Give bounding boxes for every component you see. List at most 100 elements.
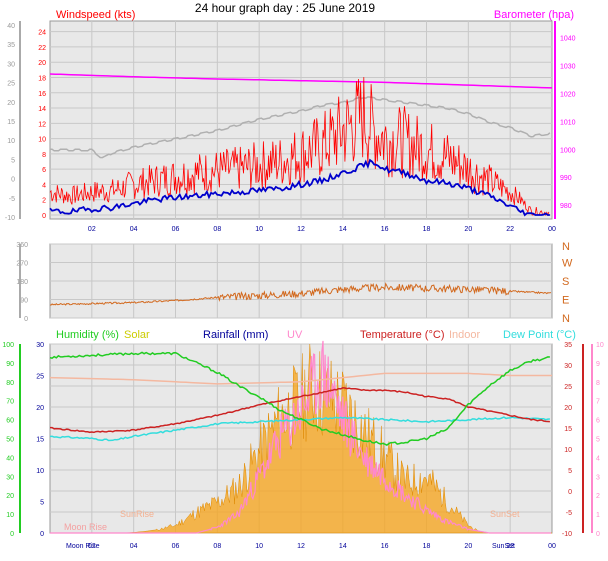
wind-x-tick: 20	[464, 226, 472, 233]
wind-direction-line	[49, 282, 552, 306]
direction-tick: 180	[16, 279, 28, 286]
humidity-tick: 90	[6, 361, 14, 368]
average-wind-line	[49, 158, 550, 217]
wind-tick-inner: 2	[42, 198, 46, 205]
wind-tick-outer: 5	[11, 157, 15, 164]
wind-x-tick: 04	[130, 226, 138, 233]
rain-tick: 15	[36, 437, 44, 444]
wind-tick-inner: 14	[38, 106, 46, 113]
temp-x-tick: 08	[213, 543, 221, 550]
barometer-line	[49, 73, 553, 89]
humidity-tick: 10	[6, 512, 14, 519]
wind-tick-outer: 15	[7, 119, 15, 126]
baro-tick: 990	[560, 175, 572, 182]
legend-label: Solar	[124, 329, 150, 341]
temp-x-tick: 14	[339, 543, 347, 550]
rain-tick: 5	[40, 500, 44, 507]
uv-tick: 3	[596, 474, 600, 481]
temp-x-tick: 18	[423, 543, 431, 550]
humidity-line	[49, 351, 550, 446]
uv-tick: 7	[596, 399, 600, 406]
temp-x-tick: 10	[255, 543, 263, 550]
temp-tick: 5	[568, 468, 572, 475]
rain-tick: 0	[40, 531, 44, 538]
temp-tick: 0	[568, 489, 572, 496]
compass-label: N	[562, 241, 570, 253]
uv-tick: 4	[596, 455, 600, 462]
pressure-gray-line	[50, 96, 551, 159]
temp-tick: -10	[562, 531, 572, 538]
temp-x-tick: 22	[506, 543, 514, 550]
temp-tick: 30	[564, 363, 572, 370]
sun-moon-label: SunSet	[490, 509, 520, 519]
wind-x-tick: 00	[548, 226, 556, 233]
legend-label: Rainfall (mm)	[203, 329, 268, 341]
uv-tick: 0	[596, 531, 600, 538]
rain-tick: 25	[36, 374, 44, 381]
wind-tick-inner: 4	[42, 182, 46, 189]
wind-x-tick: 22	[506, 226, 514, 233]
wind-x-tick: 10	[255, 226, 263, 233]
uv-tick: 9	[596, 361, 600, 368]
humidity-tick: 40	[6, 455, 14, 462]
wind-x-tick: 12	[297, 226, 305, 233]
humidity-tick: 60	[6, 418, 14, 425]
wind-tick-outer: 25	[7, 81, 15, 88]
compass-label: S	[562, 276, 569, 288]
baro-tick: 1030	[560, 64, 576, 71]
page-title: 24 hour graph day : 25 June 2019	[195, 1, 375, 15]
wind-tick-inner: 16	[38, 91, 46, 98]
wind-x-tick: 06	[172, 226, 180, 233]
uv-line	[50, 340, 551, 534]
temp-x-tick: 00	[548, 543, 556, 550]
uv-tick: 1	[596, 512, 600, 519]
wind-tick-inner: 22	[38, 45, 46, 52]
rain-tick: 20	[36, 405, 44, 412]
wind-x-tick: 02	[88, 226, 96, 233]
wind-tick-outer: -5	[9, 196, 15, 203]
wind-tick-outer: 0	[11, 177, 15, 184]
rain-tick: 10	[36, 468, 44, 475]
uv-tick: 5	[596, 437, 600, 444]
wind-tick-outer: 30	[7, 61, 15, 68]
direction-tick: 0	[24, 316, 28, 323]
baro-tick: 1010	[560, 119, 576, 126]
wind-tick-outer: 35	[7, 42, 15, 49]
direction-tick: 360	[16, 242, 28, 249]
baro-tick: 1020	[560, 92, 576, 99]
wind-tick-inner: 10	[38, 137, 46, 144]
compass-label: N	[562, 313, 570, 325]
uv-tick: 8	[596, 380, 600, 387]
temp-x-tick: 12	[297, 543, 305, 550]
humidity-tick: 50	[6, 437, 14, 444]
wind-tick-inner: 20	[38, 60, 46, 67]
sunset-x-label: SunSet	[492, 543, 515, 550]
wind-tick-inner: 6	[42, 167, 46, 174]
temp-tick: 25	[564, 384, 572, 391]
wind-tick-outer: -10	[5, 215, 15, 222]
windspeed-line	[49, 77, 550, 217]
legend-label: Temperature (°C)	[360, 329, 444, 341]
wind-tick-outer: 10	[7, 138, 15, 145]
wind-x-tick: 08	[213, 226, 221, 233]
legend-label: Humidity (%)	[56, 329, 119, 341]
compass-label: E	[562, 295, 569, 307]
humidity-tick: 0	[10, 531, 14, 538]
sun-moon-label: SunRise	[120, 509, 154, 519]
indoor-line	[49, 372, 552, 385]
uv-tick: 2	[596, 493, 600, 500]
wind-tick-inner: 8	[42, 152, 46, 159]
wind-tick-outer: 20	[7, 100, 15, 107]
temp-tick: 35	[564, 342, 572, 349]
wind-tick-inner: 24	[38, 30, 46, 37]
wind-tick-inner: 0	[42, 213, 46, 220]
humidity-tick: 20	[6, 493, 14, 500]
temp-tick: 10	[564, 447, 572, 454]
temp-x-tick: 06	[172, 543, 180, 550]
wind-tick-outer: 40	[7, 23, 15, 30]
wind-x-tick: 18	[423, 226, 431, 233]
baro-tick: 1000	[560, 147, 576, 154]
wind-x-tick: 16	[381, 226, 389, 233]
compass-label: W	[562, 258, 573, 270]
